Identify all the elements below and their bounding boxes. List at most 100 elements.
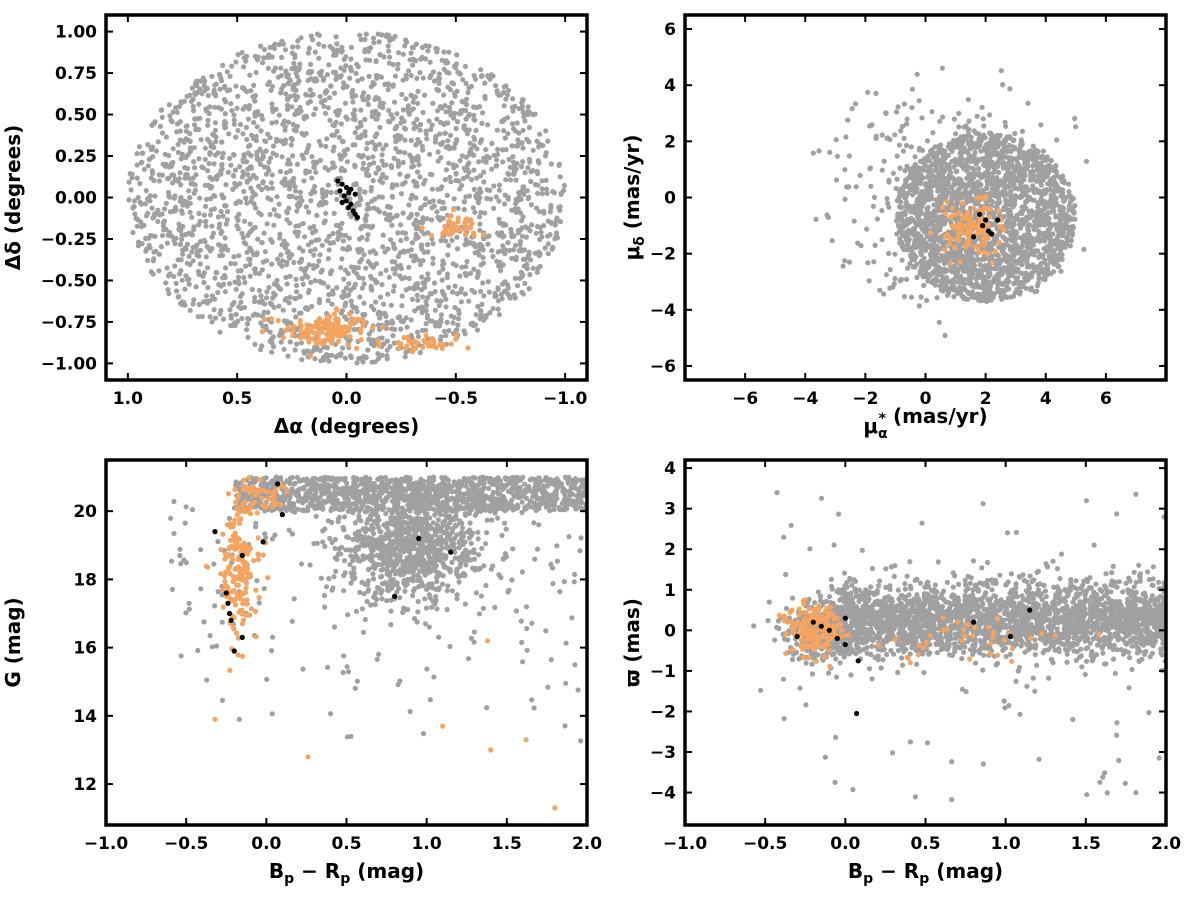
point-field: [193, 172, 198, 177]
point-field: [265, 310, 270, 315]
point-field: [377, 178, 382, 183]
point-field: [1068, 243, 1073, 248]
point-field: [522, 281, 527, 286]
point-field: [246, 317, 251, 322]
point-field: [266, 274, 271, 279]
point-field: [201, 280, 206, 285]
x-axis-label: Δα (degrees): [274, 414, 420, 438]
point-members: [286, 325, 291, 330]
point-field: [266, 168, 271, 173]
point-field: [172, 193, 177, 198]
point-field: [196, 211, 201, 216]
point-field: [904, 177, 909, 182]
point-field: [370, 80, 375, 85]
point-field: [445, 120, 450, 125]
point-field: [191, 227, 196, 232]
point-field: [457, 111, 462, 116]
point-field: [283, 91, 288, 96]
point-field: [439, 312, 444, 317]
point-field: [476, 200, 481, 205]
point-field: [1042, 231, 1047, 236]
point-field: [474, 175, 479, 180]
point-members: [298, 318, 303, 323]
point-field: [306, 143, 311, 148]
point-field: [278, 252, 283, 257]
point-field: [485, 122, 490, 127]
point-field: [479, 302, 484, 307]
point-field: [515, 137, 520, 142]
point-field: [309, 154, 314, 159]
point-field: [160, 233, 165, 238]
point-field: [471, 117, 476, 122]
point-field: [1037, 220, 1042, 225]
point-field: [982, 263, 987, 268]
point-field: [392, 259, 397, 264]
point-field: [414, 180, 419, 185]
point-field: [241, 235, 246, 240]
point-field: [206, 118, 211, 123]
point-field: [440, 58, 445, 63]
point-field: [364, 173, 369, 178]
point-field: [231, 112, 236, 117]
point-field: [327, 247, 332, 252]
point-field: [247, 106, 252, 111]
point-field: [393, 126, 398, 131]
point-field: [369, 225, 374, 230]
point-field: [334, 34, 339, 39]
point-field: [321, 104, 326, 109]
point-field: [497, 183, 502, 188]
point-field: [283, 275, 288, 280]
point-field: [361, 153, 366, 158]
point-field: [1011, 281, 1016, 286]
point-field: [203, 239, 208, 244]
point-field: [244, 327, 249, 332]
point-field: [234, 106, 239, 111]
point-field: [232, 122, 237, 127]
point-field: [236, 275, 241, 280]
point-field: [386, 204, 391, 209]
point-members: [420, 225, 425, 230]
point-field: [493, 83, 498, 88]
point-field: [380, 244, 385, 249]
point-field: [285, 210, 290, 215]
point-field: [357, 237, 362, 242]
point-field: [353, 71, 358, 76]
point-field: [349, 45, 354, 50]
point-field: [962, 163, 967, 168]
point-field: [272, 207, 277, 212]
point-field: [407, 276, 412, 281]
point-field: [313, 170, 318, 175]
point-field: [404, 236, 409, 241]
point-field: [510, 108, 515, 113]
point-field: [466, 113, 471, 118]
point-field: [222, 119, 227, 124]
point-field: [447, 175, 452, 180]
point-core: [355, 215, 360, 220]
point-field: [402, 43, 407, 48]
point-field: [396, 158, 401, 163]
point-field: [985, 290, 990, 295]
point-field: [456, 316, 461, 321]
point-field: [323, 200, 328, 205]
point-field: [329, 133, 334, 138]
point-field: [284, 262, 289, 267]
point-field: [212, 88, 217, 93]
point-field: [529, 169, 534, 174]
point-field: [344, 317, 349, 322]
point-field: [222, 97, 227, 102]
point-field: [258, 347, 263, 352]
point-field: [339, 256, 344, 261]
point-field: [253, 206, 258, 211]
point-field: [277, 202, 282, 207]
point-field: [459, 299, 464, 304]
point-field: [385, 348, 390, 353]
point-field: [286, 180, 291, 185]
point-field: [173, 241, 178, 246]
point-field: [489, 167, 494, 172]
point-field: [460, 99, 465, 104]
point-field: [430, 101, 435, 106]
point-field: [242, 240, 247, 245]
point-field: [371, 40, 376, 45]
point-field: [415, 89, 420, 94]
point-field: [462, 328, 467, 333]
